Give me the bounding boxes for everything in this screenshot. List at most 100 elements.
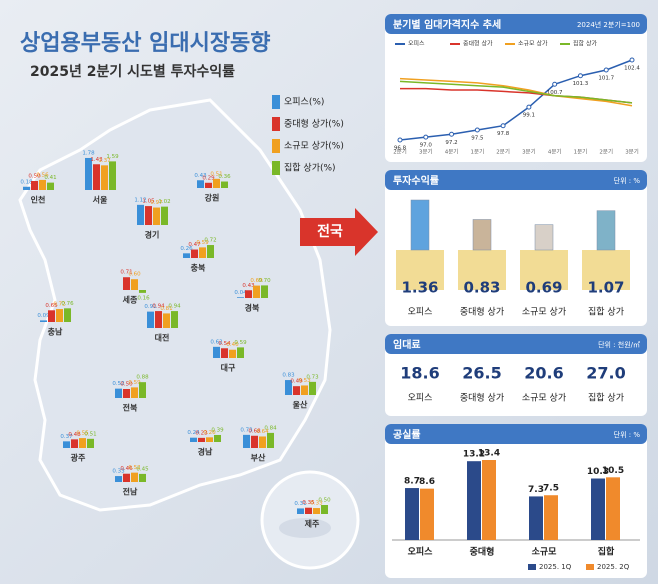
- bar: [221, 181, 228, 188]
- value-label: 1.37: [98, 158, 111, 164]
- value-label: 0.49: [290, 379, 303, 385]
- bar: [131, 472, 138, 482]
- bar: [137, 204, 144, 225]
- value-label: 0.29: [202, 175, 215, 181]
- value-label: 0.35: [302, 500, 315, 506]
- legend-swatch: [272, 95, 280, 109]
- bar: [64, 308, 71, 322]
- region-name: 울산: [293, 400, 308, 410]
- panel-unit: 단위 : 천원/㎡: [598, 340, 640, 349]
- bar: [199, 247, 206, 258]
- legend-label: 소규모 상가(%): [284, 141, 344, 152]
- bar: [139, 473, 146, 482]
- panel: [385, 334, 647, 416]
- bar: [237, 297, 244, 298]
- region-name: 제주: [305, 519, 320, 529]
- value-label: 101.3: [573, 81, 589, 87]
- region-name: 인천: [31, 195, 46, 205]
- bar: [213, 346, 220, 358]
- value-label: 0.69: [250, 278, 263, 284]
- x-tick-label: 1분기: [574, 148, 588, 156]
- bar: [214, 434, 221, 442]
- bar: [596, 210, 616, 251]
- bar: [40, 320, 47, 322]
- value-label: 0.43: [194, 173, 207, 179]
- bar: [529, 496, 543, 540]
- value-label: 99.1: [523, 113, 535, 119]
- value-label: 0.70: [258, 278, 271, 284]
- pedestal: [582, 250, 630, 290]
- bar: [163, 313, 170, 328]
- value-label: 97.8: [497, 131, 510, 137]
- bar: [31, 181, 38, 190]
- point: [500, 123, 506, 129]
- value-label: 0.72: [204, 238, 216, 244]
- value-label: 0.94: [152, 304, 165, 310]
- region-name: 전남: [123, 487, 138, 497]
- value-label: 100.7: [547, 90, 563, 96]
- bar: [205, 182, 212, 188]
- value-label: 0.53: [298, 378, 311, 384]
- region-name: 경북: [245, 303, 260, 313]
- subtitle: 2025년 2분기 시도별 투자수익률: [30, 63, 235, 80]
- category: 오피스: [408, 393, 433, 404]
- value-label: 10.3: [587, 467, 609, 477]
- x-tick-label: 3분기: [419, 148, 433, 156]
- value-label: 0.83: [282, 373, 295, 379]
- category: 중대형: [470, 546, 495, 558]
- legend-label: 중대형 상가: [463, 40, 493, 48]
- point: [526, 104, 532, 110]
- region-name: 충남: [48, 327, 63, 337]
- x-tick-label: 3분기: [522, 148, 536, 156]
- value: 0.69: [525, 279, 562, 297]
- bar: [123, 389, 130, 398]
- value-label: 13.2: [463, 450, 485, 460]
- panel-title: 분기별 임대가격지수 추세: [393, 18, 501, 31]
- x-tick-label: 4분기: [445, 148, 459, 156]
- bar: [101, 165, 108, 190]
- x-tick-label: 2분기: [393, 148, 407, 156]
- bar: [259, 436, 266, 448]
- panel-note: 2024년 2분기=100: [577, 20, 640, 29]
- value-label: 0.04: [234, 290, 247, 296]
- bar: [63, 441, 70, 448]
- value-label: 96.8: [394, 146, 407, 152]
- x-tick-label: 4분기: [548, 148, 562, 156]
- point: [552, 81, 558, 87]
- title: 상업용부동산 임대시장동향: [20, 31, 271, 56]
- value-label: 0.26: [180, 246, 193, 252]
- bar: [147, 311, 154, 328]
- value-label: 0.65: [45, 303, 58, 309]
- value-label: 0.59: [128, 380, 141, 386]
- value-label: 0.54: [218, 341, 231, 347]
- value-label: 0.97: [150, 200, 163, 206]
- value-label: 0.50: [318, 498, 331, 504]
- value: 18.6: [400, 364, 439, 383]
- legend-label: 오피스: [408, 40, 425, 48]
- value-label: 0.64: [256, 429, 269, 435]
- category: 집합 상가: [588, 392, 624, 404]
- category: 오피스: [408, 546, 434, 558]
- arrow: [300, 208, 378, 256]
- legend-swatch: [528, 564, 536, 570]
- value-label: 8.7: [404, 477, 420, 487]
- legend-swatch: [586, 564, 594, 570]
- value-label: 1.02: [158, 199, 170, 205]
- legend-label: 집합 상가: [573, 40, 597, 48]
- bar: [221, 348, 228, 358]
- value-label: 0.60: [128, 272, 141, 278]
- point: [474, 127, 480, 133]
- bar: [85, 157, 92, 190]
- value-label: 0.50: [28, 174, 41, 180]
- x-tick-label: 2분기: [496, 148, 510, 156]
- point: [397, 137, 403, 143]
- bar: [115, 476, 122, 482]
- bar: [261, 285, 268, 298]
- value-label: 101.7: [598, 76, 614, 82]
- bar: [285, 380, 292, 395]
- bar: [198, 437, 205, 442]
- bar: [213, 178, 220, 188]
- value: 27.0: [586, 364, 625, 383]
- point: [423, 134, 429, 140]
